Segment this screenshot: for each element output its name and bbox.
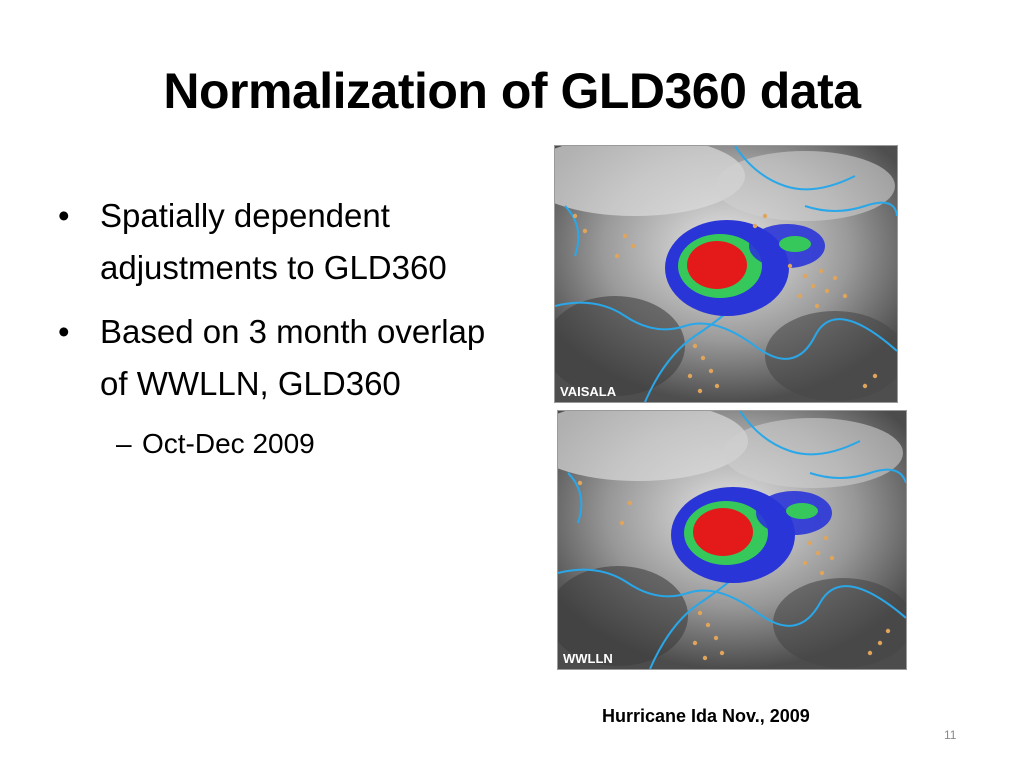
bullet-text: Based on 3 month overlap of WWLLN, GLD36… [100,313,486,402]
slide-title: Normalization of GLD360 data [163,63,861,119]
sub-bullet-item: – Oct-Dec 2009 [58,422,498,466]
satellite-picture [558,411,906,669]
satellite-image-vaisala: VAISALA [554,145,898,403]
satellite-picture [555,146,897,402]
bullet-item: • Based on 3 month overlap of WWLLN, GLD… [58,306,498,410]
image-label: VAISALA [560,384,617,399]
bullet-dot-icon: • [58,197,70,234]
image-label: WWLLN [563,651,613,666]
sub-bullet-text: Oct-Dec 2009 [142,428,315,459]
satellite-image-wwlln: WWLLN [557,410,907,670]
page-number: 11 [944,728,957,742]
bullet-item: • Spatially dependent adjustments to GLD… [58,190,498,294]
dash-icon: – [116,428,132,459]
image-caption: Hurricane Ida Nov., 2009 [602,706,810,726]
bullet-text: Spatially dependent adjustments to GLD36… [100,197,447,286]
bullet-dot-icon: • [58,313,70,350]
bullet-list: • Spatially dependent adjustments to GLD… [58,190,498,466]
